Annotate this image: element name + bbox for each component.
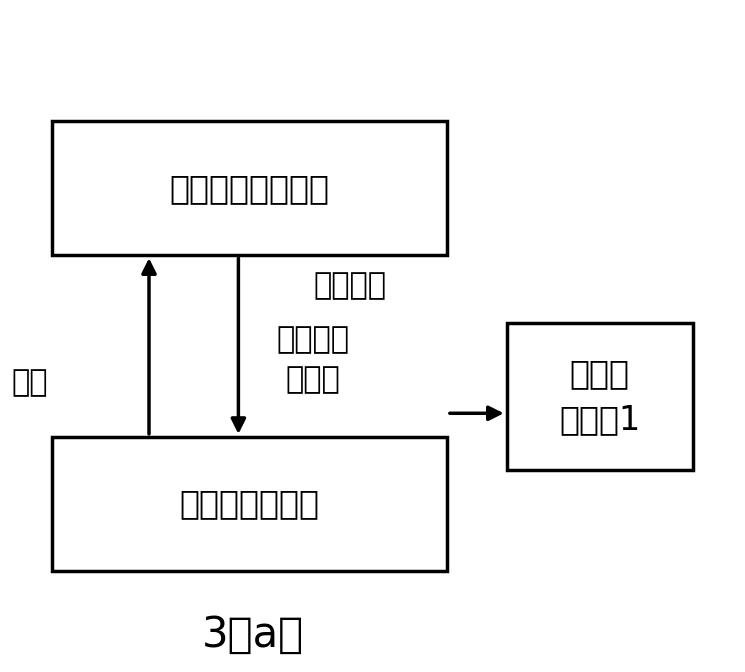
Text: 3（a）: 3（a）: [202, 614, 305, 656]
Text: 返回数据: 返回数据: [314, 271, 387, 300]
Text: 调用: 调用: [12, 368, 48, 398]
Bar: [52, 121, 447, 255]
Bar: [507, 323, 693, 470]
Bar: [52, 437, 447, 571]
Text: 客户端（前端）: 客户端（前端）: [180, 487, 320, 521]
Text: 接口联
调测试1: 接口联 调测试1: [559, 357, 641, 436]
Text: 服务器端（后端）: 服务器端（后端）: [170, 171, 329, 205]
Text: 获取返回
的数据: 获取返回 的数据: [276, 325, 349, 394]
